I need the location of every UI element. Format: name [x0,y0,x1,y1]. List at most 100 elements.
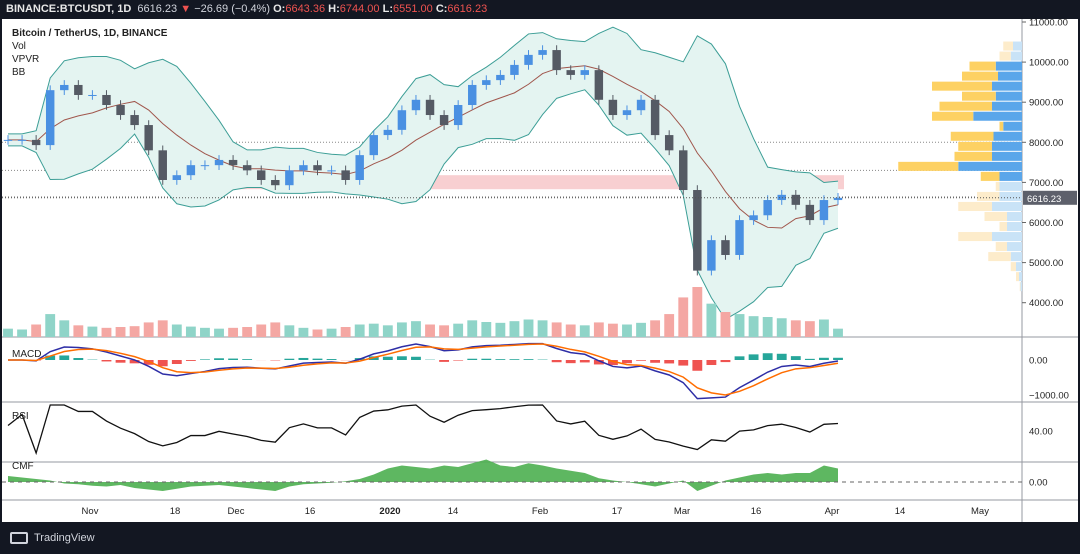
macd-histogram-bar [607,360,618,366]
vpvr-down-bar [958,201,992,211]
vpvr-up-bar [992,232,1022,242]
vpvr-up-bar [1003,121,1022,131]
vpvr-down-bar [939,101,992,111]
signal-line [8,343,839,396]
candle-body [214,159,224,166]
vpvr-down-bar [932,81,992,91]
legend-macd[interactable]: MACD [12,349,42,360]
candle-body [186,165,196,176]
bollinger-lower [8,89,839,321]
symbol-name: BINANCE:BTCUSDT, 1D [6,3,132,15]
candle-body [721,240,730,255]
volume-bar [467,320,478,337]
candle-body [130,115,139,126]
vpvr-down-bar [999,121,1004,131]
volume-bar [101,327,112,337]
candle-body [116,105,125,116]
legend-bb[interactable]: BB [12,67,26,78]
candle-body [17,139,27,141]
macd-histogram-bar [748,354,759,360]
chart-area[interactable]: 11000.00 10000.00 9000.00 8000.00 7000.00 600… [2,19,1078,522]
candle-body [425,99,435,116]
candle-body [341,170,350,180]
legend-cmf[interactable]: CMF [12,461,34,472]
macd-histogram-bar [481,358,492,360]
legend-vol[interactable]: Vol [12,41,26,52]
volume-bar [200,327,210,337]
candle-body [355,155,364,180]
last-price-tag [1023,190,1077,205]
volume-bar [270,322,281,337]
macd-histogram-bar [579,360,590,363]
vpvr-down-bar [995,242,1007,252]
volume-bar [776,318,787,337]
time-tick-label: Apr [825,506,840,517]
close-label: C: [435,3,448,15]
candle-body [271,179,280,186]
macd-histogram-bar [228,358,239,360]
chart-title: Bitcoin / TetherUS, 1D, BINANCE [12,28,168,39]
macd-histogram-bar [804,358,815,360]
low-label: L: [382,3,393,15]
candle-body [439,115,449,126]
candle-body [102,94,111,106]
vpvr-up-bar [992,201,1022,211]
vpvr-up-bar [1007,211,1022,221]
candle-body [622,110,632,116]
volume-bar [73,325,84,337]
candle-body [31,139,41,146]
bollinger-basis [8,65,839,229]
legend-rsi[interactable]: RSI [12,411,29,422]
rsi-tick-label: 40.00 [1029,427,1053,438]
volume-bar [706,303,717,337]
volume-bar [579,325,590,337]
candle-body [257,170,266,180]
candle-body [88,94,97,96]
candle-body [453,105,463,126]
time-tick-label: 14 [895,506,906,517]
volume-bar [242,327,253,337]
candle-body [242,165,252,171]
legend-vpvr[interactable]: VPVR [12,54,40,65]
vpvr-down-bar [1003,41,1013,51]
volume-bar [3,328,13,337]
volume-bar [396,322,407,337]
volume-bar [354,324,365,337]
volume-bar [692,287,703,337]
symbol-header: BINANCE:BTCUSDT, 1D 6616.23 ▼ −26.69 (−0… [0,0,1080,18]
candle-body [664,135,674,151]
vpvr-up-bar [995,91,1022,101]
candle-body [749,215,758,221]
chart-svg[interactable]: 11000.00 10000.00 9000.00 8000.00 7000.00 600… [2,19,1078,522]
volume-bar [382,325,393,337]
macd-histogram-bar [664,360,675,364]
candle-body [299,165,308,171]
macd-histogram-bar [636,360,646,361]
volume-bar [284,325,295,337]
volume-bar [115,327,126,337]
macd-histogram-bar [298,357,309,360]
macd-histogram-bar [73,358,84,360]
volume-bar [551,322,562,337]
candle-body [45,90,55,146]
macd-histogram-bar [157,360,168,367]
volume-bar [523,319,534,337]
macd-histogram-bar [551,360,562,363]
candle-body [580,70,589,75]
vpvr-up-bar [973,111,1022,121]
vpvr-up-bar [992,81,1022,91]
vpvr-down-bar [999,221,1007,232]
volume-bar [734,314,745,337]
volume-bar [256,324,267,337]
time-tick-label: 18 [170,506,181,517]
candle-body [679,150,688,191]
vpvr-up-bar [1007,242,1022,252]
volume-bar [17,329,27,337]
last-price: 6616.23 [137,3,178,15]
candle-body [228,159,238,166]
vpvr-up-bar [999,191,1022,201]
macd-histogram-bar [467,358,478,360]
macd-histogram-bar [284,358,295,360]
volume-bar [748,316,759,337]
price-tick-label: 4000.00 [1029,298,1063,309]
